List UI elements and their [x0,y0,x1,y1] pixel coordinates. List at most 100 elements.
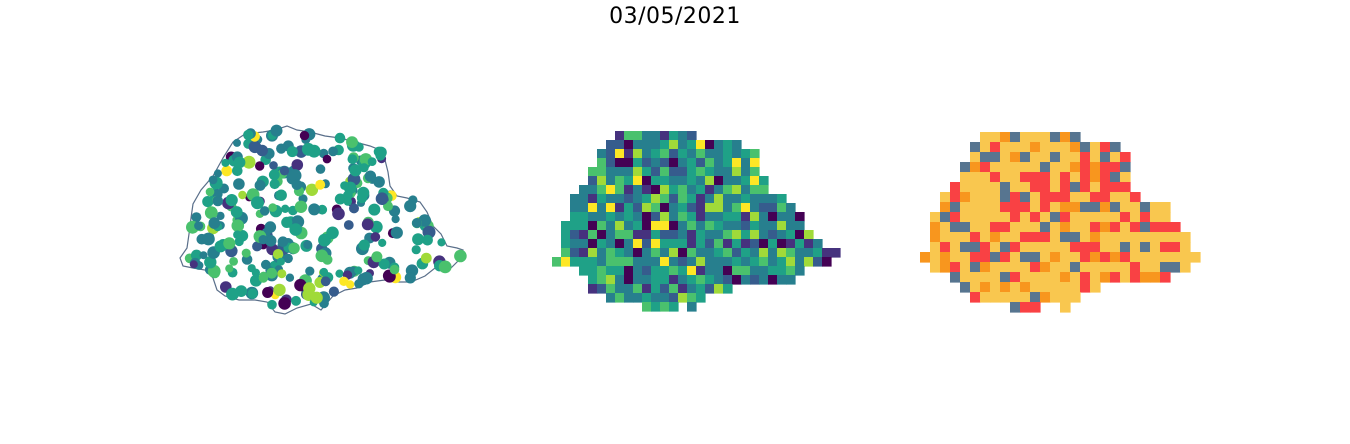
bubble-point [276,143,287,154]
municipality-region [606,257,616,267]
municipality-region [660,167,670,177]
municipality-region [786,212,796,222]
municipality-category-region [1070,262,1081,273]
municipality-region [723,230,733,240]
bubble-point [216,211,225,221]
municipality-category-region [1000,142,1011,153]
municipality-region [579,230,589,240]
municipality-region [705,212,715,222]
municipality-category-region [1050,222,1061,233]
municipality-region [705,203,715,213]
municipality-category-region [1010,232,1021,243]
municipality-region [750,257,760,267]
bubble-point [339,276,349,286]
municipality-region [696,230,706,240]
municipality-region [570,230,580,240]
municipality-category-region [1130,252,1141,263]
municipality-category-region [1020,232,1031,243]
municipality-region [597,212,607,222]
municipality-category-region [990,232,1001,243]
municipality-region [678,284,688,294]
municipality-category-region [1010,292,1021,303]
municipality-region [615,176,625,186]
municipality-category-region [1060,202,1071,213]
municipality-region [795,230,805,240]
municipality-region [606,176,616,186]
municipality-category-region [1060,232,1071,243]
municipality-region [714,248,724,258]
municipality-region [786,203,796,213]
municipality-category-region [1020,192,1031,203]
municipality-region [633,257,643,267]
municipality-region [669,203,679,213]
bubble-point [359,163,369,173]
bubble-point [326,226,339,240]
municipality-region [732,221,742,231]
municipality-region [606,149,616,159]
municipality-region [768,194,778,204]
municipality-region [633,284,643,294]
municipality-category-region [1120,232,1131,243]
bubble-point [233,156,246,169]
municipality-region [570,203,580,213]
bubble-point [358,239,370,251]
municipality-category-region [1060,132,1071,143]
bubble-point [252,241,263,252]
bubble-point [277,269,287,279]
municipality-category-region [1100,262,1111,273]
municipality-region [696,140,706,150]
municipality-region [606,221,616,231]
municipality-category-region [950,212,961,223]
bubble-point [404,200,417,213]
municipality-category-region [930,252,941,263]
municipality-region [570,248,580,258]
municipality-region [723,185,733,195]
municipality-category-region [950,182,961,193]
municipality-category-region [1080,212,1091,223]
municipality-category-region [980,202,991,213]
municipality-category-region [1050,162,1061,173]
municipality-category-region [1050,212,1061,223]
municipality-category-region [1030,182,1041,193]
municipality-category-region [1140,242,1151,253]
bubble-point [225,194,238,207]
bubble-point [422,234,433,246]
municipality-category-region [1030,142,1041,153]
municipality-region [624,140,634,150]
municipality-category-region [1040,152,1051,163]
municipality-region [705,284,715,294]
municipality-category-region [950,232,961,243]
municipality-region [750,239,760,249]
municipality-category-region [1120,222,1131,233]
municipality-category-region [1080,182,1091,193]
municipality-category-region [980,232,991,243]
municipality-region [651,203,661,213]
municipality-region [705,167,715,177]
bubble-point [308,203,321,216]
municipality-category-region [1070,212,1081,223]
municipality-category-region [1150,202,1161,213]
municipality-category-region [1130,262,1141,273]
municipality-category-region [1070,252,1081,263]
municipality-region [624,293,634,303]
municipality-region [624,203,634,213]
municipality-region [723,284,733,294]
municipality-region [624,275,634,285]
municipality-region [687,275,697,285]
municipality-region [768,275,778,285]
municipality-category-region [1070,282,1081,293]
municipality-region [669,212,679,222]
municipality-category-region [970,192,981,203]
municipality-region [741,248,751,258]
municipality-region [606,212,616,222]
municipality-category-region [1120,172,1131,183]
municipality-region [759,194,769,204]
bubble-point [315,179,326,190]
municipality-region [660,221,670,231]
municipality-category-region [1180,242,1191,253]
municipality-region [741,275,751,285]
municipality-category-region [1110,162,1121,173]
municipality-region [714,266,724,276]
municipality-category-region [980,172,991,183]
municipality-region [669,284,679,294]
